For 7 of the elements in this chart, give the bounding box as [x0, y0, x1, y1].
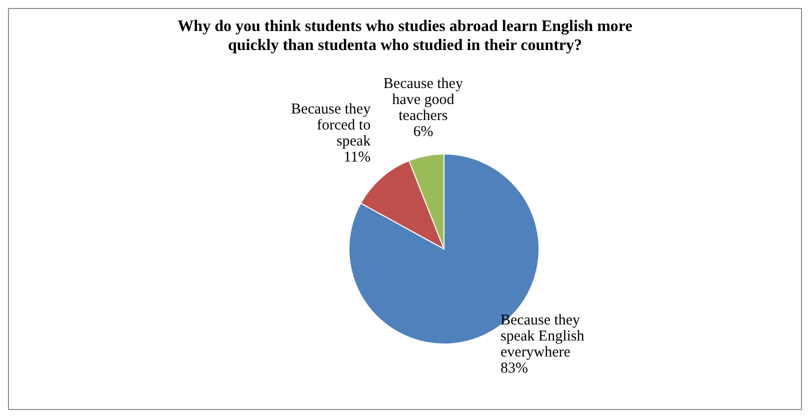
- slice-label: Because they speak English everywhere: [500, 312, 585, 361]
- chart-title: Why do you think students who studies abroad learn English more quickly than studenta who studied in their country?: [176, 17, 634, 55]
- data-label: 6%: [413, 124, 434, 140]
- slice-label: Because they have good teachers: [383, 76, 464, 124]
- slice-label: Because they forced to speak: [291, 102, 372, 150]
- data-label: 11%: [344, 150, 371, 166]
- data-label: 83%: [500, 360, 528, 377]
